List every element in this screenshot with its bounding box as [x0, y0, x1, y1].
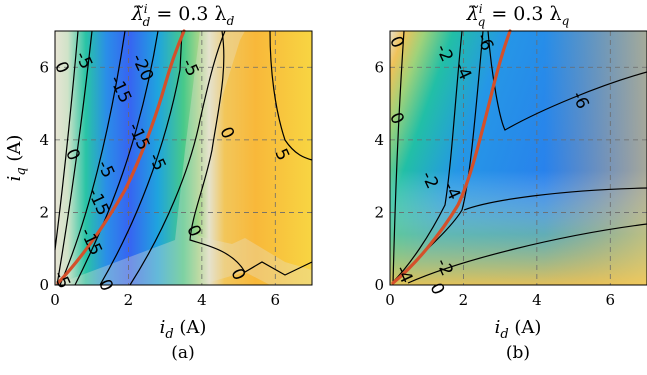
trajectory-a [56, 29, 186, 285]
contour-label: -4 [439, 179, 464, 203]
x-tick-label: 0 [385, 291, 395, 309]
contour-label: -4 [450, 59, 475, 83]
ticks-a: 0 2 4 6 0 2 4 6 [39, 58, 280, 309]
x-tick-label: 2 [459, 291, 469, 309]
contours-b [391, 30, 647, 286]
x-tick-label: 6 [271, 291, 281, 309]
xlabel-a: id (A) [160, 317, 207, 342]
y-tick-label: 6 [374, 58, 384, 76]
y-tick-label: 0 [374, 276, 384, 294]
heatmap-a-background [55, 31, 312, 285]
axes-frame-a [54, 30, 313, 286]
trajectory-b [391, 29, 512, 285]
contour-label: -5 [144, 150, 169, 174]
x-tick-label: 4 [197, 291, 207, 309]
ticks-b: 0 2 4 6 0 2 4 6 [374, 58, 615, 309]
contour-label: -2 [432, 41, 457, 65]
panel-a: 0-5-15-20 -5-15-505-50-15-15 0-5 00 0 2 4 6024… [39, 29, 313, 309]
contour-label: -5 [71, 49, 96, 73]
contour-label: -2 [417, 168, 442, 192]
y-tick-label: 2 [39, 203, 49, 221]
x-tick-label: 0 [50, 291, 60, 309]
x-tick-label: 2 [124, 291, 134, 309]
x-tick-label: 4 [532, 291, 542, 309]
grid-a [55, 31, 312, 285]
grid-b [390, 31, 647, 285]
contour-label: -6 [472, 30, 497, 54]
contour-label: -5 [93, 157, 118, 181]
contour-labels-b: 0 -2-4-6-60-2-4-4 -20 [385, 30, 593, 298]
axes-frame-b [389, 30, 647, 286]
heatmap-a-light-band [55, 31, 312, 285]
ylabel-a: iq (A) [4, 135, 29, 182]
y-tick-label: 4 [39, 131, 49, 149]
contour-label: -4 [391, 263, 416, 287]
title-a: λ̃i d = 0.3 λd [131, 2, 235, 29]
title-b: λ̃i q = 0.3 λq [466, 2, 570, 29]
contour-label: -2 [432, 255, 457, 279]
y-tick-label: 0 [39, 276, 49, 294]
contour-label: -5 [177, 56, 202, 80]
y-tick-label: 2 [374, 203, 384, 221]
caption-b: (b) [506, 343, 530, 363]
y-tick-label: 4 [374, 131, 384, 149]
x-tick-label: 6 [606, 291, 616, 309]
contour-label: -6 [567, 88, 592, 112]
y-tick-label: 6 [39, 58, 49, 76]
caption-a: (a) [171, 343, 194, 363]
xlabel-b: id (A) [495, 317, 542, 342]
contours-a [54, 30, 313, 286]
